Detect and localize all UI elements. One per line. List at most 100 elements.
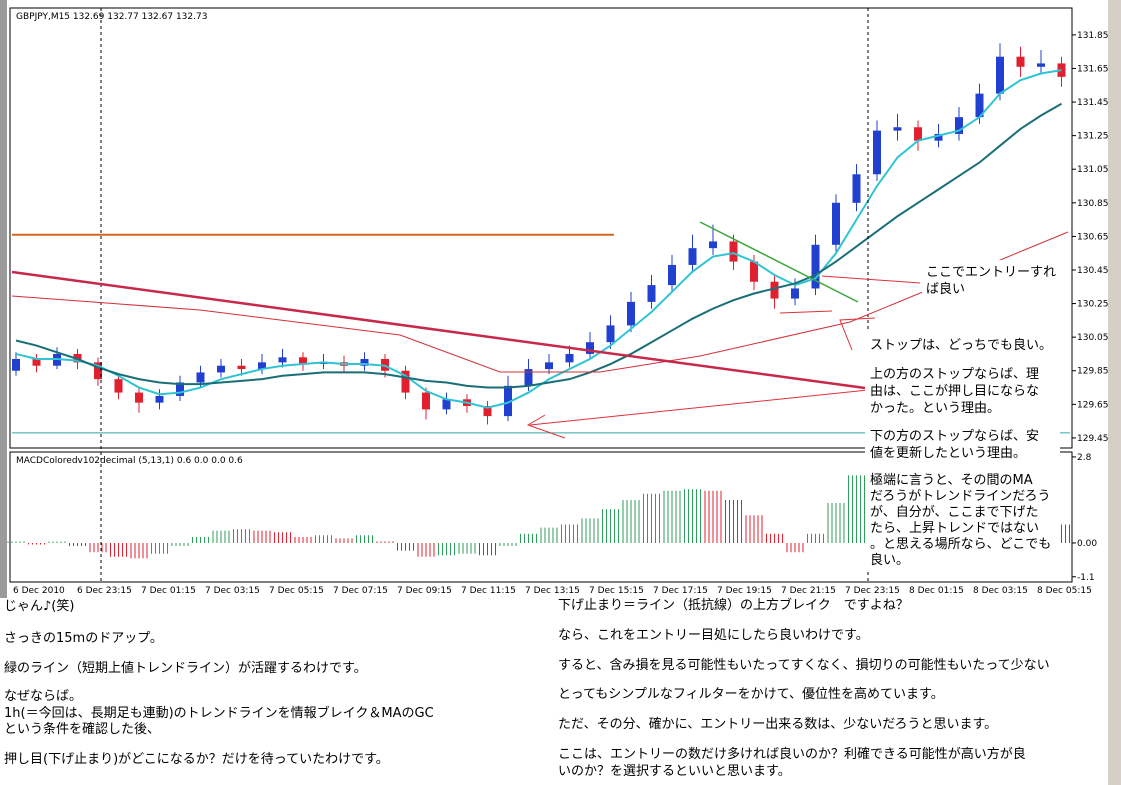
y-tick-label: 129.65 xyxy=(1077,400,1109,410)
text-layer: GBPJPY,M15 132.69 132.77 132.67 132.73 12… xyxy=(4,12,1109,779)
x-tick-label: 7 Dec 15:15 xyxy=(589,586,644,596)
trendline-short xyxy=(699,221,859,303)
candle-body xyxy=(975,93,984,118)
candle-body xyxy=(934,133,943,141)
candle-body xyxy=(360,358,369,366)
annotation-text: 上の方のストップならば、理 xyxy=(870,366,1039,382)
y-tick-label: 131.25 xyxy=(1077,132,1109,142)
candle-body xyxy=(32,358,41,366)
y-tick-label: 130.25 xyxy=(1077,300,1109,310)
candle-body xyxy=(914,127,922,141)
annotation-text: 。と思える場所なら、どこでも xyxy=(870,537,1051,552)
candle-body xyxy=(668,264,676,286)
x-tick-label: 7 Dec 09:15 xyxy=(397,586,452,596)
arrows xyxy=(526,275,921,439)
annotation-text: が、自分が、ここまで下げた xyxy=(870,505,1038,520)
candle-body xyxy=(606,325,615,343)
candle-body xyxy=(873,130,881,175)
y-tick-label: -1.1 xyxy=(1077,573,1095,583)
candle-body xyxy=(217,365,225,373)
annotation-text: だろうがトレンドラインだろう xyxy=(870,489,1050,504)
candle-body xyxy=(12,358,20,371)
y-tick-label: 130.05 xyxy=(1077,333,1109,343)
candle-body xyxy=(627,301,635,326)
note-text: すると、含み損を見る可能性もいたってすくなく、損切りの可能性もいたって少ない xyxy=(558,657,1050,673)
candle-body xyxy=(1037,63,1045,67)
candle-body xyxy=(832,202,840,245)
macd-pane xyxy=(9,451,1073,583)
note-text: ここは、エントリーの数だけ多ければ良いのか？利確できる可能性が高い方が良 xyxy=(558,746,1026,762)
note-text: 下げ止まり＝ライン（抵抗線）の上方ブレイク ですよね？ xyxy=(558,597,909,613)
x-tick-label: 7 Dec 13:15 xyxy=(525,586,580,596)
note-text: じゃん♪(笑) xyxy=(4,598,74,614)
candle-body xyxy=(996,56,1004,94)
candle-body xyxy=(524,369,533,386)
x-tick-label: 7 Dec 23:15 xyxy=(845,586,900,596)
candle-body xyxy=(237,365,246,370)
annotation-text: ストップは、どっちでも良い。 xyxy=(870,337,1052,353)
note-text: 押し目(下げ止まり)がどこになるか？だけを待っていたわけです。 xyxy=(4,752,389,767)
candle-body xyxy=(565,353,574,363)
candle-body xyxy=(791,288,799,299)
annotation-box xyxy=(865,332,1060,570)
candle-body xyxy=(299,357,307,365)
candle-body xyxy=(688,248,697,265)
candle-body xyxy=(1016,56,1025,67)
window-border xyxy=(0,0,7,598)
x-tick-label: 8 Dec 01:15 xyxy=(909,586,964,596)
candle-body xyxy=(422,392,430,410)
y-tick-label: 130.65 xyxy=(1077,232,1109,242)
note-text: 1h(＝今回は、長期足も連動)のトレンドラインを情報ブレイク＆MAのGC xyxy=(4,705,434,721)
annotation-text: ここでエントリーすれ xyxy=(926,265,1056,280)
chart-title: GBPJPY,M15 132.69 132.77 132.67 132.73 xyxy=(16,12,207,22)
x-tick-label: 7 Dec 11:15 xyxy=(461,586,516,596)
x-tick-label: 8 Dec 03:15 xyxy=(973,586,1028,596)
x-tick-label: 6 Dec 2010 xyxy=(13,586,65,596)
annotation-text: かった。という理由。 xyxy=(870,401,1000,416)
y-tick-label: 131.45 xyxy=(1077,98,1109,108)
y-tick-label: 0.00 xyxy=(1077,539,1097,549)
candle-body xyxy=(955,117,963,134)
x-tick-label: 7 Dec 07:15 xyxy=(333,586,388,596)
candle-body xyxy=(709,241,717,249)
candle-body xyxy=(155,395,164,403)
y-tick-label: 2.8 xyxy=(1077,453,1092,463)
x-tick-label: 7 Dec 19:15 xyxy=(717,586,772,596)
note-text: という条件を確認した後、 xyxy=(4,721,160,737)
candle-body xyxy=(94,362,102,380)
candle-body xyxy=(729,241,738,262)
x-tick-label: 7 Dec 21:15 xyxy=(781,586,836,596)
y-tick-label: 130.45 xyxy=(1077,266,1109,276)
candle-body xyxy=(893,127,902,131)
trendline-thin xyxy=(11,231,1069,373)
annotation-text: ば良い xyxy=(926,281,965,297)
y-tick-label: 130.85 xyxy=(1077,199,1109,209)
trendline-main xyxy=(11,270,866,390)
y-tick-label: 131.65 xyxy=(1077,64,1109,74)
annotation-text: 良い。 xyxy=(870,552,909,568)
candle-body xyxy=(750,261,758,282)
candle-body xyxy=(770,281,779,299)
candle-body xyxy=(647,285,656,302)
scrollbar[interactable] xyxy=(1108,0,1121,785)
note-text: とってもシンプルなフィルターをかけて、優位性を高めています。 xyxy=(558,686,944,702)
candle-body xyxy=(483,406,492,417)
candle-body xyxy=(114,379,123,393)
annotation-text: 下の方のストップならば、安 xyxy=(870,428,1039,444)
candle-body xyxy=(545,362,553,370)
price-pane xyxy=(9,7,1073,449)
note-text: 緑のライン（短期上値トレンドライン）が活躍するわけです。 xyxy=(4,660,367,676)
y-tick-label: 131.85 xyxy=(1077,31,1109,41)
candle-body xyxy=(196,372,205,383)
candle-body xyxy=(401,370,410,393)
y-tick-label: 129.85 xyxy=(1077,367,1109,377)
candle-body xyxy=(811,244,820,289)
indicator-title: MACDColoredv102decimal (5,13,1) 0.6 0.0 … xyxy=(16,456,243,466)
candle-body xyxy=(504,385,512,417)
note-text: さっきの15mのドアップ。 xyxy=(4,631,163,646)
x-tick-label: 7 Dec 17:15 xyxy=(653,586,708,596)
annotation-box xyxy=(922,260,1062,296)
note-text: いのか？を選択するといいと思います。 xyxy=(558,764,791,779)
